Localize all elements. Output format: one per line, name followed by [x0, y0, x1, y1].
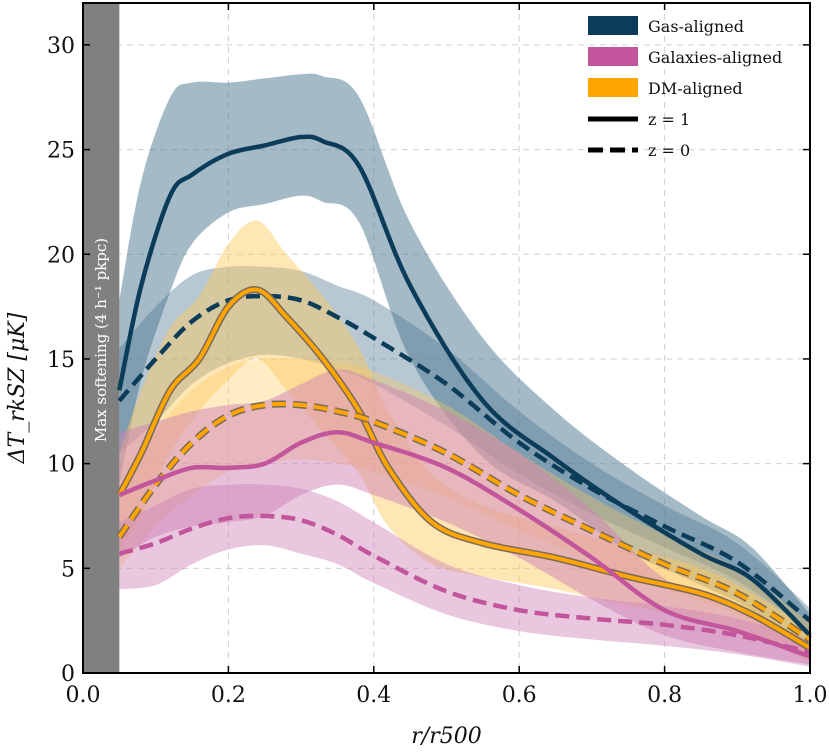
y-axis-label: ΔT_rkSZ [μK]: [5, 312, 30, 464]
y-tick-label: 0: [61, 662, 75, 687]
x-tick-label: 0.4: [356, 683, 391, 708]
band-dm-aligned-z-1: [119, 220, 811, 663]
band-galaxies-aligned-z-0: [119, 484, 811, 667]
band-gas-aligned-z-0: [119, 265, 811, 632]
y-tick-label: 30: [47, 34, 75, 59]
line-galaxies-aligned-z-0: [118, 513, 811, 655]
x-tick-label: 0.6: [502, 683, 537, 708]
series-lines: [116, 134, 812, 659]
y-tick-label: 15: [47, 348, 75, 373]
legend-z-0-label: z = 0: [648, 141, 690, 160]
line-gas-aligned-z-0: [117, 293, 812, 623]
y-tick-label: 5: [61, 557, 75, 582]
legend-gas-aligned-swatch: [588, 16, 638, 35]
x-tick-label: 1.0: [793, 683, 828, 708]
softening-label: Max softening (4 h⁻¹ pkpc): [92, 238, 110, 442]
y-tick-label: 20: [47, 243, 75, 268]
line-dm-aligned-z-0: [117, 401, 812, 642]
legend-z-1-label: z = 1: [648, 110, 690, 129]
x-tick-label: 0.0: [66, 683, 101, 708]
line-gas-aligned-z-1: [117, 134, 812, 637]
x-axis-label: r/r500: [411, 724, 481, 749]
ticks: 0.0 0.2 0.4 0.6 0.8 1.0 0 5 10 15 20 25 30: [47, 3, 828, 708]
plot-frame: [82, 2, 811, 674]
legend: Gas-aligned Galaxies-aligned DM-aligned z =…: [588, 16, 782, 160]
line-galaxies-aligned-z-1: [118, 429, 811, 659]
legend-galaxies-aligned-label: Galaxies-aligned: [648, 48, 782, 67]
band-gas-aligned-z-1: [119, 73, 811, 653]
softening-region: Max softening (4 h⁻¹ pkpc): [83, 3, 120, 673]
y-tick-label: 10: [47, 453, 75, 478]
legend-dm-aligned-swatch: [588, 78, 638, 97]
x-tick-label: 0.8: [647, 683, 682, 708]
legend-gas-aligned-label: Gas-aligned: [648, 17, 744, 36]
softening-rect: [83, 3, 120, 673]
legend-galaxies-aligned-swatch: [588, 47, 638, 66]
y-tick-label: 25: [47, 139, 75, 164]
x-tick-label: 0.2: [211, 683, 246, 708]
legend-dm-aligned-label: DM-aligned: [648, 79, 743, 98]
